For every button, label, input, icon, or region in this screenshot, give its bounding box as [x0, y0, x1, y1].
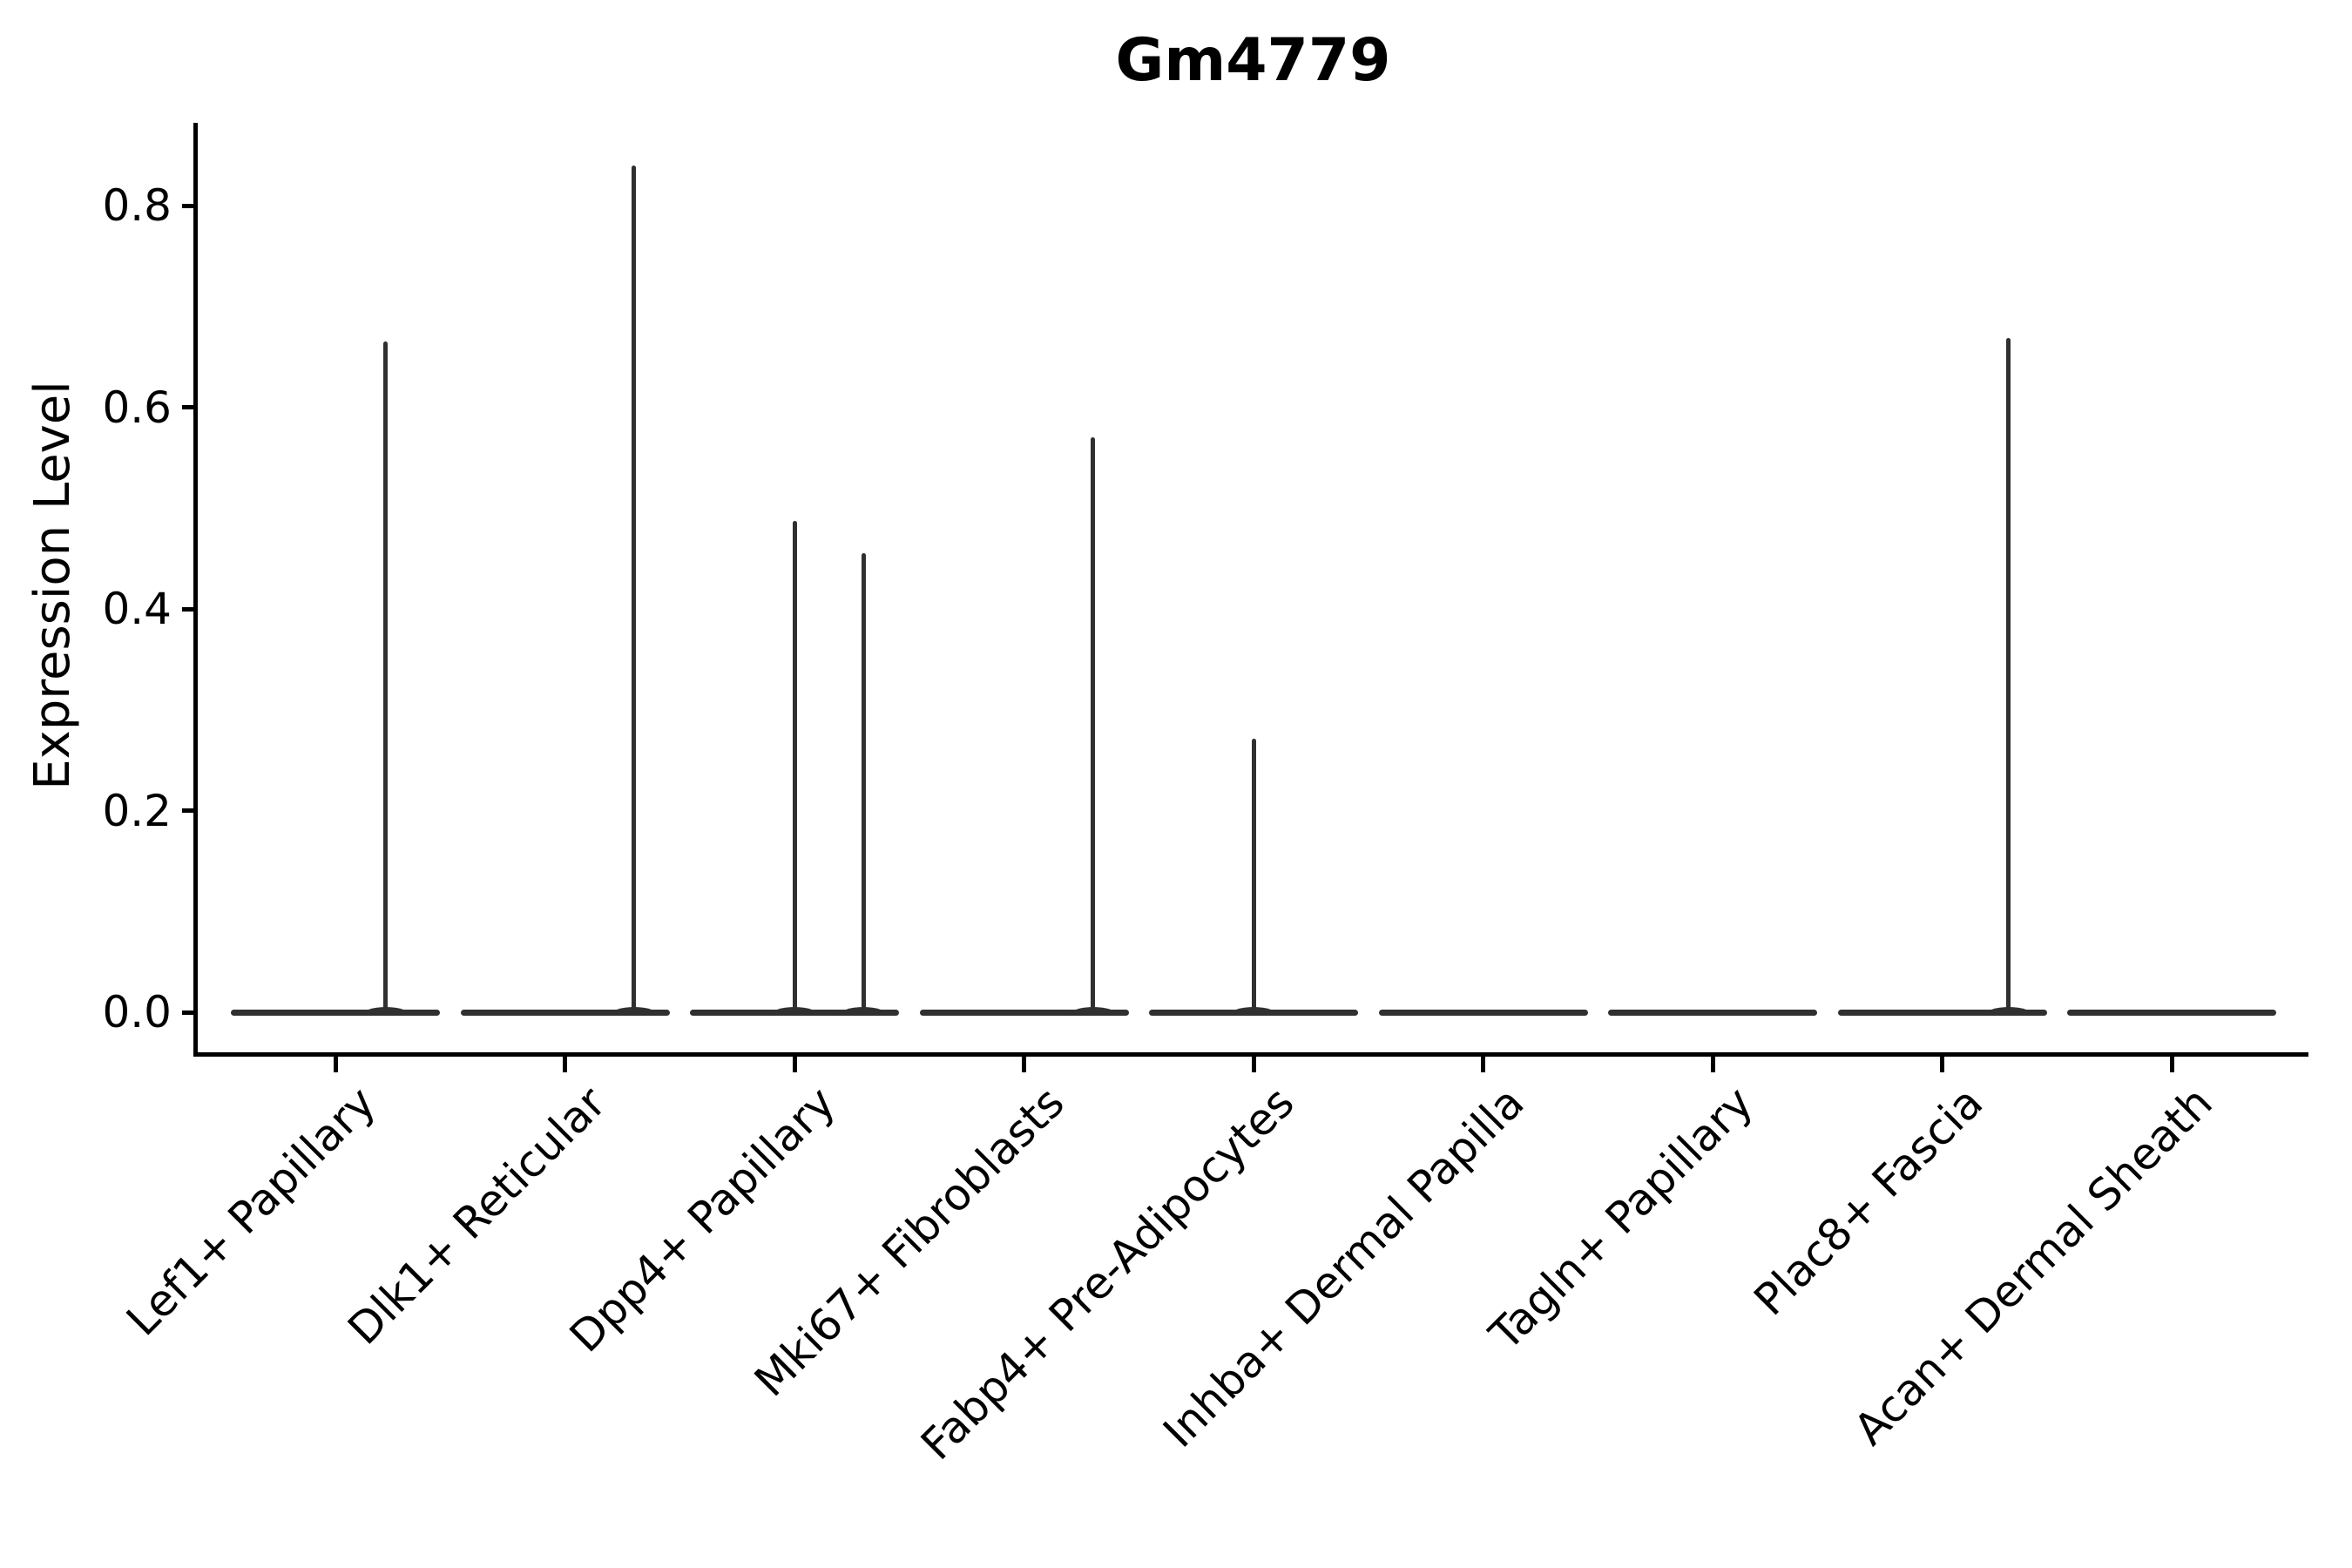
violin-baseline	[2067, 1009, 2276, 1016]
y-axis-label: Expression Level	[24, 381, 81, 790]
y-axis-tick	[182, 1010, 198, 1015]
y-tick-label: 0.0	[102, 987, 172, 1037]
x-axis-tick	[1251, 1057, 1256, 1072]
y-axis-tick	[182, 203, 198, 208]
violin-spike	[2006, 337, 2011, 1016]
x-tick-label: Lef1+ Papillary	[117, 1077, 386, 1346]
y-tick-label: 0.8	[102, 180, 172, 231]
violin-spike	[383, 341, 389, 1016]
x-axis-tick	[1940, 1057, 1944, 1072]
x-axis-tick	[792, 1057, 797, 1072]
y-axis-tick	[182, 405, 198, 409]
chart-title: Gm4779	[1115, 26, 1391, 95]
violin-spike	[792, 521, 797, 1016]
y-tick-label: 0.6	[102, 382, 172, 433]
y-tick-label: 0.2	[102, 785, 172, 836]
y-tick-label: 0.4	[102, 584, 172, 634]
violin-baseline	[1837, 1009, 2047, 1016]
bottom-axis-spine	[193, 1052, 2308, 1057]
violin-spike	[1091, 437, 1096, 1016]
violin-spike	[1251, 739, 1256, 1016]
violin-spike	[861, 553, 866, 1016]
violin-baseline	[231, 1009, 440, 1016]
violin-baseline	[460, 1009, 670, 1016]
violin-baseline	[919, 1009, 1129, 1016]
x-tick-label: Fabp4+ Pre-Adipocytes	[911, 1077, 1304, 1470]
left-axis-spine	[193, 123, 198, 1057]
x-axis-tick	[333, 1057, 338, 1072]
y-axis-tick	[182, 606, 198, 612]
violin-baseline	[1608, 1009, 1817, 1016]
x-tick-label: Plac8+ Fascia	[1744, 1077, 1993, 1326]
y-axis-tick	[182, 808, 198, 813]
x-axis-tick	[1022, 1057, 1026, 1072]
x-tick-label: Dlk1+ Reticular	[337, 1077, 616, 1355]
x-axis-tick	[1481, 1057, 1485, 1072]
x-axis-tick	[563, 1057, 567, 1072]
violin-spike	[632, 165, 637, 1016]
violin-baseline	[1378, 1009, 1588, 1016]
x-axis-tick	[1710, 1057, 1715, 1072]
x-axis-tick	[2169, 1057, 2174, 1072]
